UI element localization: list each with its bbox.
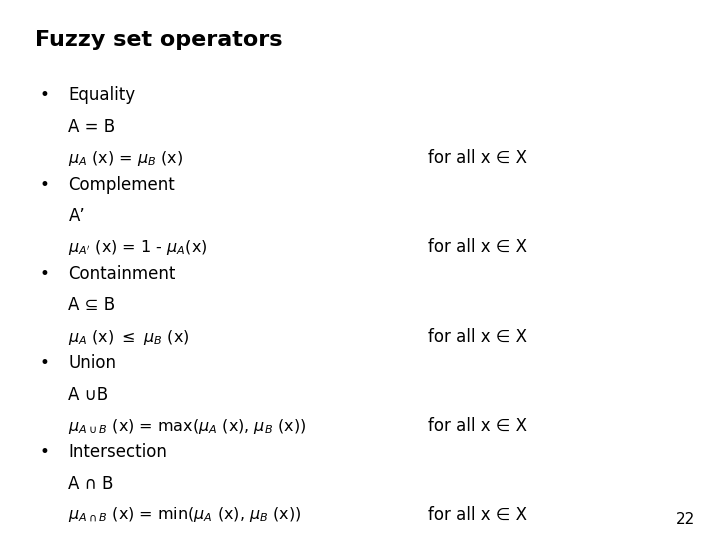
Text: A = B: A = B: [68, 118, 115, 136]
Text: $\mu_{A^{\prime}}$ (x) = 1 - $\mu_{A}$(x): $\mu_{A^{\prime}}$ (x) = 1 - $\mu_{A}$(x…: [68, 238, 208, 257]
Text: 22: 22: [675, 511, 695, 526]
Text: $\mu_{A}$ (x) = $\mu_{B}$ (x): $\mu_{A}$ (x) = $\mu_{B}$ (x): [68, 149, 184, 168]
Text: $\mu_{A \cup B}$ (x) = max($\mu_{A}$ (x), $\mu_{B}$ (x)): $\mu_{A \cup B}$ (x) = max($\mu_{A}$ (x)…: [68, 417, 307, 436]
Text: A ⊆ B: A ⊆ B: [68, 296, 115, 314]
Text: •: •: [40, 265, 50, 283]
Text: for all x ∈ X: for all x ∈ X: [428, 328, 527, 346]
Text: Containment: Containment: [68, 265, 176, 283]
Text: •: •: [40, 354, 50, 372]
Text: $\mu_{A \cap B}$ (x) = min($\mu_{A}$ (x), $\mu_{B}$ (x)): $\mu_{A \cap B}$ (x) = min($\mu_{A}$ (x)…: [68, 506, 302, 525]
Text: Fuzzy set operators: Fuzzy set operators: [35, 30, 282, 50]
Text: for all x ∈ X: for all x ∈ X: [428, 417, 527, 435]
Text: •: •: [40, 86, 50, 104]
Text: A ∪B: A ∪B: [68, 386, 109, 403]
Text: •: •: [40, 176, 50, 194]
Text: for all x ∈ X: for all x ∈ X: [428, 149, 527, 167]
Text: A ∩ B: A ∩ B: [68, 475, 114, 493]
Text: Intersection: Intersection: [68, 443, 167, 462]
Text: $\mu_{A}$ (x) $\leq$ $\mu_{B}$ (x): $\mu_{A}$ (x) $\leq$ $\mu_{B}$ (x): [68, 328, 190, 347]
Text: Complement: Complement: [68, 176, 175, 194]
Text: Equality: Equality: [68, 86, 135, 104]
Text: Union: Union: [68, 354, 117, 372]
Text: for all x ∈ X: for all x ∈ X: [428, 238, 527, 256]
Text: •: •: [40, 443, 50, 462]
Text: for all x ∈ X: for all x ∈ X: [428, 506, 527, 524]
Text: A’: A’: [68, 207, 85, 225]
